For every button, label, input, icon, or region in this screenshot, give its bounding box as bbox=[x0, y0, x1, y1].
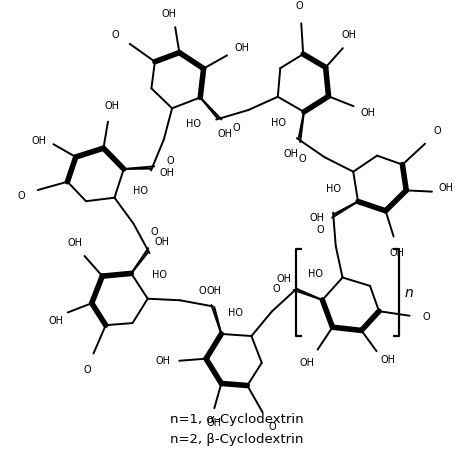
Text: O: O bbox=[84, 365, 91, 375]
Text: O: O bbox=[295, 1, 303, 11]
Text: O: O bbox=[316, 225, 324, 235]
Text: OH: OH bbox=[155, 356, 170, 366]
Text: OH: OH bbox=[207, 418, 222, 428]
Text: HO: HO bbox=[152, 270, 166, 280]
Text: OH: OH bbox=[32, 136, 47, 146]
Text: n=2, β-Cyclodextrin: n=2, β-Cyclodextrin bbox=[170, 433, 304, 446]
Text: OH: OH bbox=[390, 247, 405, 257]
Text: O: O bbox=[423, 312, 430, 322]
Text: O: O bbox=[198, 286, 206, 296]
Text: OH: OH bbox=[235, 44, 249, 54]
Text: HO: HO bbox=[228, 308, 243, 318]
Text: O: O bbox=[268, 422, 276, 432]
Text: OH: OH bbox=[361, 109, 376, 118]
Text: OH: OH bbox=[154, 237, 169, 247]
Text: OH: OH bbox=[49, 316, 64, 326]
Text: O: O bbox=[167, 155, 174, 165]
Text: OH: OH bbox=[300, 357, 315, 368]
Text: OH: OH bbox=[284, 149, 299, 159]
Text: n=1, α-Cyclodextrin: n=1, α-Cyclodextrin bbox=[170, 413, 304, 426]
Text: O: O bbox=[232, 124, 240, 134]
Text: O: O bbox=[273, 283, 280, 293]
Text: OH: OH bbox=[218, 129, 232, 139]
Text: HO: HO bbox=[326, 184, 341, 194]
Text: O: O bbox=[150, 227, 158, 237]
Text: OH: OH bbox=[276, 274, 292, 284]
Text: OH: OH bbox=[104, 100, 119, 110]
Text: HO: HO bbox=[133, 186, 148, 196]
Text: O: O bbox=[299, 154, 306, 164]
Text: n: n bbox=[405, 285, 413, 300]
Text: O: O bbox=[111, 30, 119, 40]
Text: OH: OH bbox=[207, 286, 222, 296]
Text: OH: OH bbox=[381, 355, 395, 365]
Text: OH: OH bbox=[67, 238, 82, 248]
Text: OH: OH bbox=[342, 30, 356, 40]
Text: HO: HO bbox=[186, 119, 201, 129]
Text: OH: OH bbox=[162, 9, 177, 19]
Text: OH: OH bbox=[438, 183, 454, 193]
Text: OH: OH bbox=[160, 168, 175, 178]
Text: OH: OH bbox=[310, 213, 325, 223]
Text: HO: HO bbox=[271, 118, 286, 128]
Text: HO: HO bbox=[308, 269, 323, 279]
Text: O: O bbox=[18, 191, 25, 201]
Text: O: O bbox=[433, 126, 441, 136]
